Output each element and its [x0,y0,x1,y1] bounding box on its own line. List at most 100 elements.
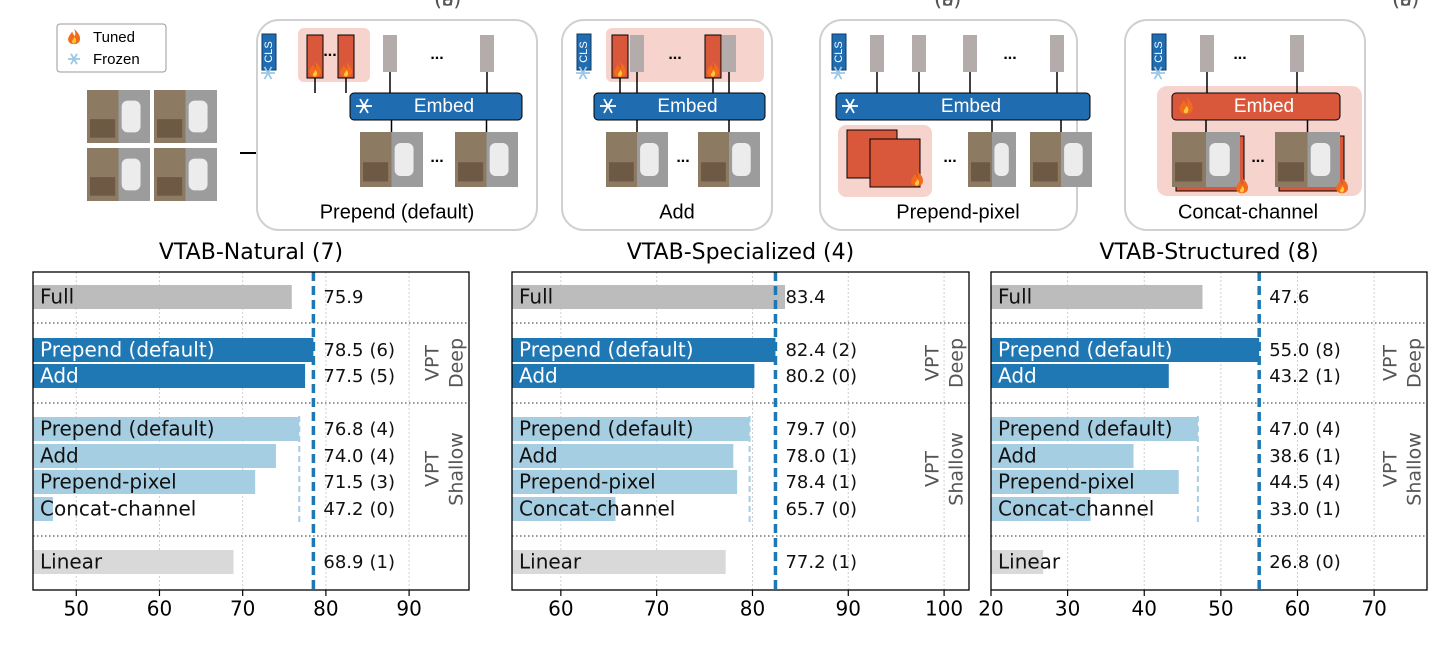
value-count: (1) [369,552,395,573]
value-number: 47.2 [323,499,363,520]
pixel-prompt [869,138,921,188]
value-count: (0) [369,499,395,520]
x-tick-label: 60 [1285,597,1310,621]
bar-category-label: Add [519,364,558,388]
legend-label: Tuned [93,29,135,46]
snowflake-icon [68,53,80,65]
bar-category-label: Concat-channel [40,497,196,521]
x-tick-label: 40 [1132,597,1157,621]
snowflake-arm [70,53,78,65]
flame-outer [707,61,720,78]
group-label: (a) [935,0,961,11]
bar [33,470,256,494]
cls-label: CLS [263,41,275,62]
bar [991,364,1169,388]
flame-inner [1183,106,1189,114]
group-label: (a) [435,0,461,11]
flame-icon [340,61,353,78]
group-label: (b) [1392,0,1419,11]
ellipsis: ... [323,43,336,60]
value-number: 43.2 [1269,366,1309,387]
value-label: 43.2 (1) [1269,366,1341,387]
patch-leaves [458,162,484,182]
patch-leaves [90,177,116,196]
bar-category-label: Prepend (default) [998,417,1173,441]
value-number: 75.9 [323,287,363,308]
bar-category-label: Prepend-pixel [998,470,1135,494]
group-label: Deep [446,338,468,388]
panel-title: Concat-channel [1178,201,1318,223]
bar [33,285,292,309]
patch-leaves [1175,162,1203,182]
value-count: (4) [369,446,395,467]
embed-block [835,92,1091,121]
patch-image [360,132,423,187]
patch-fur [394,143,414,176]
bar-category-label: Concat-channel [998,497,1154,521]
group-label: Shallow [1404,432,1426,505]
value-number: 74.0 [323,446,363,467]
patch-image [698,132,760,187]
value-label: 47.6 [1269,287,1309,308]
frozen-token [480,35,494,72]
snowflake-arm [845,98,855,114]
ellipsis: ... [668,46,681,63]
value-number: 44.5 [1269,472,1309,493]
bar-category-label: Add [40,364,79,388]
snowflake-icon [1151,66,1165,80]
cls-label: CLS [578,41,590,62]
snowflake-icon [842,98,858,114]
patch-image [1030,132,1092,187]
snowflake-icon [831,66,845,80]
x-tick-label: 50 [1208,597,1233,621]
bar [512,497,616,521]
value-count: (2) [832,340,858,361]
value-count: (6) [369,340,395,361]
chart-title: VTAB-Structured (8) [1099,240,1318,265]
x-tick-label: 70 [644,597,669,621]
frozen-token [870,35,884,72]
flame-inner [617,70,623,77]
bar-category-label: Linear [519,550,582,574]
flame-outer [614,61,627,78]
value-label: 78.4 (1) [785,472,857,493]
patch-image [968,132,1016,187]
patch-leaves [363,162,389,182]
embed-label: Embed [657,96,717,117]
flame-outer [911,170,924,187]
patch-fur [121,158,141,191]
bar-category-label: Prepend (default) [40,338,215,362]
group-label: (a) [1393,0,1419,11]
frozen-token [383,35,397,72]
embed-label: Embed [414,96,474,117]
bar-category-label: Full [998,285,1032,309]
value-count: (0) [832,366,858,387]
value-number: 77.2 [785,552,825,573]
value-count: (4) [369,419,395,440]
embed-block [593,92,766,121]
patch-fur [489,143,509,176]
value-label: 83.4 [785,287,825,308]
patch-leaves [1033,162,1058,182]
value-number: 47.6 [1269,287,1309,308]
value-number: 78.4 [785,472,825,493]
embed-block [1171,92,1341,121]
patch-leaves [609,162,634,182]
value-number: 47.0 [1269,419,1309,440]
value-label: 75.9 [323,287,363,308]
value-count: (1) [832,472,858,493]
value-label: 74.0 (4) [323,446,395,467]
plot-frame [511,271,970,591]
bar-category-label: Prepend-pixel [519,470,656,494]
flame-icon [1336,177,1349,194]
value-count: (8) [1315,340,1341,361]
patch-fur [188,100,208,133]
value-label: 65.7 (0) [785,499,857,520]
value-label: 38.6 (1) [1269,446,1341,467]
x-tick-label: 30 [1055,597,1080,621]
flame-outer [1236,177,1249,194]
flame-inner [71,37,77,44]
bar [991,417,1198,441]
